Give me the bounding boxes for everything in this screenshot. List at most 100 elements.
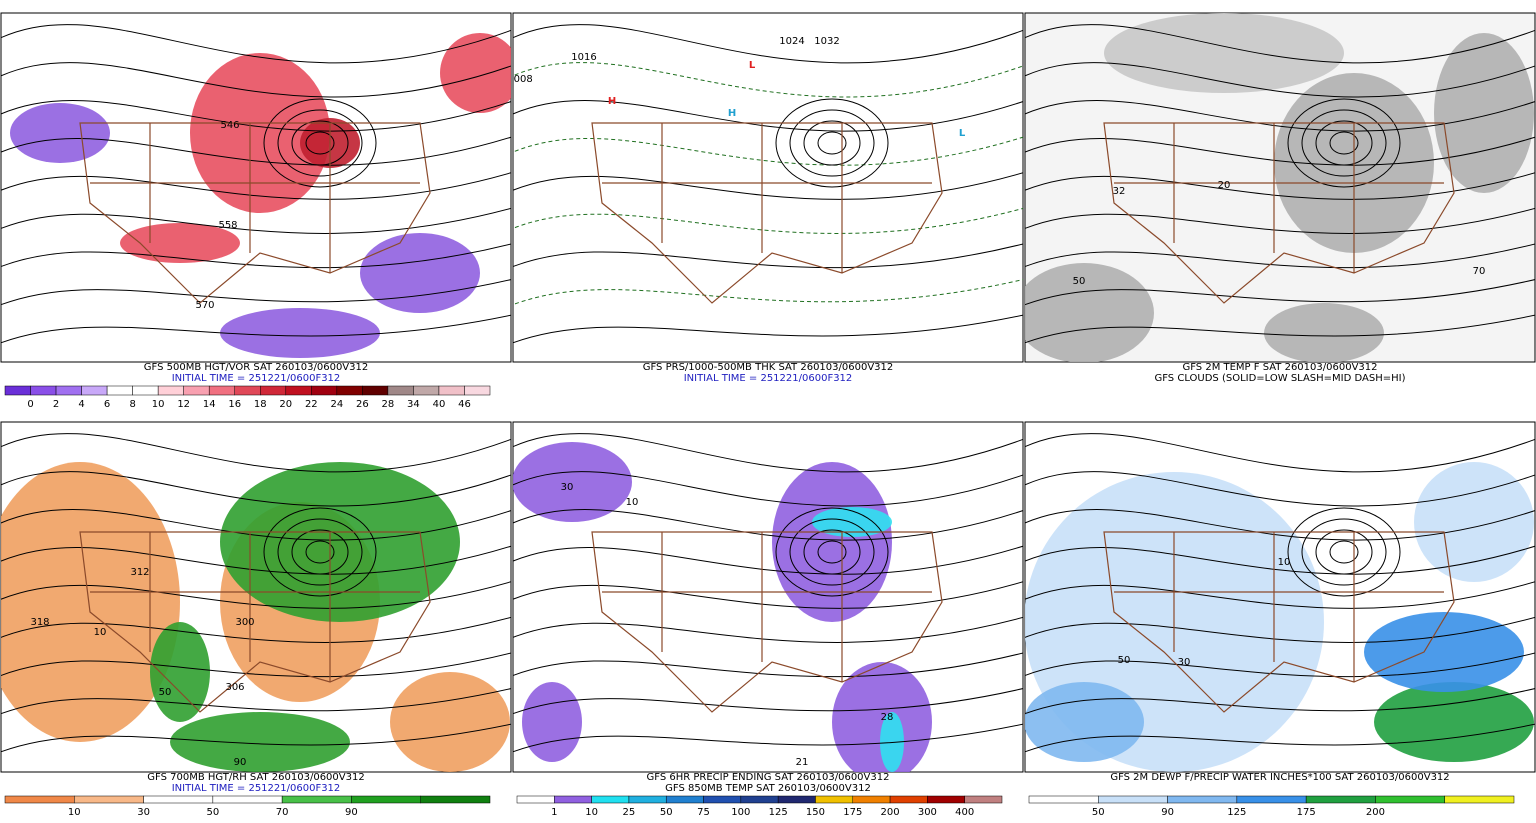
map-content: 546 558 570 bbox=[1, 24, 511, 358]
contour-label: 90 bbox=[234, 757, 247, 768]
contour-label: 28 bbox=[881, 712, 894, 723]
legend-label: 14 bbox=[203, 399, 216, 410]
borders bbox=[79, 122, 431, 304]
legend-label: 22 bbox=[305, 399, 318, 410]
legend-label: 4 bbox=[78, 399, 84, 410]
legend-label: 46 bbox=[458, 399, 471, 410]
contour bbox=[513, 616, 1023, 643]
contour-label: 318 bbox=[30, 617, 49, 628]
caption: GFS CLOUDS (SOLID=LOW SLASH=MID DASH=HI) bbox=[1154, 373, 1405, 384]
legend-swatch bbox=[351, 795, 421, 804]
legend-label: 2 bbox=[53, 399, 59, 410]
contour-low bbox=[1301, 109, 1387, 177]
contour-low bbox=[803, 529, 861, 575]
contour-label: H bbox=[728, 108, 736, 119]
legend-swatch bbox=[964, 795, 1003, 804]
map-content: 32 20 50 70 bbox=[1025, 13, 1535, 362]
contour bbox=[1025, 314, 1535, 344]
contour bbox=[513, 433, 1023, 473]
legend-label: 50 bbox=[1092, 807, 1105, 818]
contour bbox=[1025, 136, 1535, 166]
panel: 546 558 570 GFS 500MB HGT/VOR SAT 260103/06… bbox=[0, 12, 512, 410]
legend-swatch bbox=[703, 795, 742, 804]
legend-swatch bbox=[1236, 795, 1307, 804]
contour-low bbox=[789, 518, 875, 586]
legend-label: 400 bbox=[955, 807, 974, 818]
legend-swatch bbox=[55, 385, 82, 396]
borders bbox=[1103, 531, 1455, 713]
contour-low bbox=[817, 540, 847, 564]
legend-swatch bbox=[106, 385, 133, 396]
contour bbox=[513, 723, 1023, 753]
legend-label: 0 bbox=[27, 399, 33, 410]
shaded-region bbox=[522, 682, 582, 762]
panel: 30 10 28 21 GFS 6HR PRECIP ENDING SAT 260103… bbox=[512, 421, 1024, 818]
legend-swatch bbox=[628, 795, 667, 804]
legend-swatch bbox=[74, 795, 144, 804]
contour bbox=[513, 545, 1023, 575]
legend-swatch bbox=[208, 385, 235, 396]
contour bbox=[1025, 62, 1535, 98]
legend-swatch bbox=[1167, 795, 1238, 804]
caption: INITIAL TIME = 251221/0600F312 bbox=[172, 783, 341, 794]
legend-swatch bbox=[311, 385, 338, 396]
contour-label: 50 bbox=[1118, 655, 1131, 666]
legend-swatch bbox=[285, 385, 312, 396]
contour bbox=[1, 581, 511, 609]
shaded-region bbox=[10, 103, 110, 163]
legend-label: 300 bbox=[918, 807, 937, 818]
contour bbox=[1025, 100, 1535, 132]
legend-label: 150 bbox=[806, 807, 825, 818]
legend-label: 125 bbox=[1227, 807, 1246, 818]
contour-label: L bbox=[959, 128, 966, 139]
legend-swatch bbox=[336, 385, 363, 396]
contour-low bbox=[1315, 529, 1373, 575]
contour-low bbox=[305, 131, 335, 155]
shaded-region bbox=[772, 462, 892, 622]
contour bbox=[1, 136, 511, 166]
map-content: 1016 1024 1032 1008 L L H H bbox=[507, 24, 1023, 344]
contour-low bbox=[1287, 507, 1401, 597]
legend-swatch bbox=[234, 385, 261, 396]
caption: GFS 2M DEWP F/PRECIP WATER INCHES*100 SA… bbox=[1110, 772, 1449, 783]
contour bbox=[1, 314, 511, 344]
panel: 50 30 10 GFS 2M DEWP F/PRECIP WATER INCHES*… bbox=[1024, 421, 1536, 818]
legend-label: 18 bbox=[254, 399, 267, 410]
legend-swatch bbox=[889, 795, 928, 804]
contour bbox=[1, 24, 511, 64]
contour-low bbox=[775, 98, 889, 188]
legend-label: 25 bbox=[623, 807, 636, 818]
contour bbox=[1, 433, 511, 473]
shaded-region bbox=[1025, 263, 1154, 362]
contour-label: 312 bbox=[130, 567, 149, 578]
legend-label: 90 bbox=[345, 807, 358, 818]
contour-label: 50 bbox=[159, 687, 172, 698]
legend-label: 125 bbox=[769, 807, 788, 818]
legend-label: 28 bbox=[382, 399, 395, 410]
map-area bbox=[512, 12, 1024, 363]
legend-swatch bbox=[591, 795, 630, 804]
contour-label: 21 bbox=[796, 757, 809, 768]
panel: 32 20 50 70 GFS 2M TEMP F SAT 260103/0600V31… bbox=[1024, 12, 1536, 384]
shaded-region bbox=[220, 462, 460, 622]
shaded-region bbox=[1434, 33, 1534, 193]
legend-label: 75 bbox=[697, 807, 710, 818]
legend-swatch bbox=[815, 795, 854, 804]
legend-swatch bbox=[740, 795, 779, 804]
contour-label: 50 bbox=[1073, 276, 1086, 287]
legend-swatch bbox=[464, 385, 491, 396]
contour-label: 1008 bbox=[507, 74, 532, 85]
legend-label: 16 bbox=[228, 399, 241, 410]
contour bbox=[1025, 471, 1535, 507]
contour-label: 1032 bbox=[814, 36, 839, 47]
shaded-region bbox=[1104, 13, 1344, 93]
legend-swatch bbox=[413, 385, 440, 396]
contour bbox=[1, 172, 511, 200]
contour bbox=[1, 545, 511, 575]
legend-swatch bbox=[1305, 795, 1376, 804]
legend-label: 24 bbox=[330, 399, 343, 410]
contour-low bbox=[775, 507, 889, 597]
legend-swatch bbox=[927, 795, 965, 804]
legend-swatch bbox=[554, 795, 592, 804]
contour-low bbox=[1329, 540, 1359, 564]
